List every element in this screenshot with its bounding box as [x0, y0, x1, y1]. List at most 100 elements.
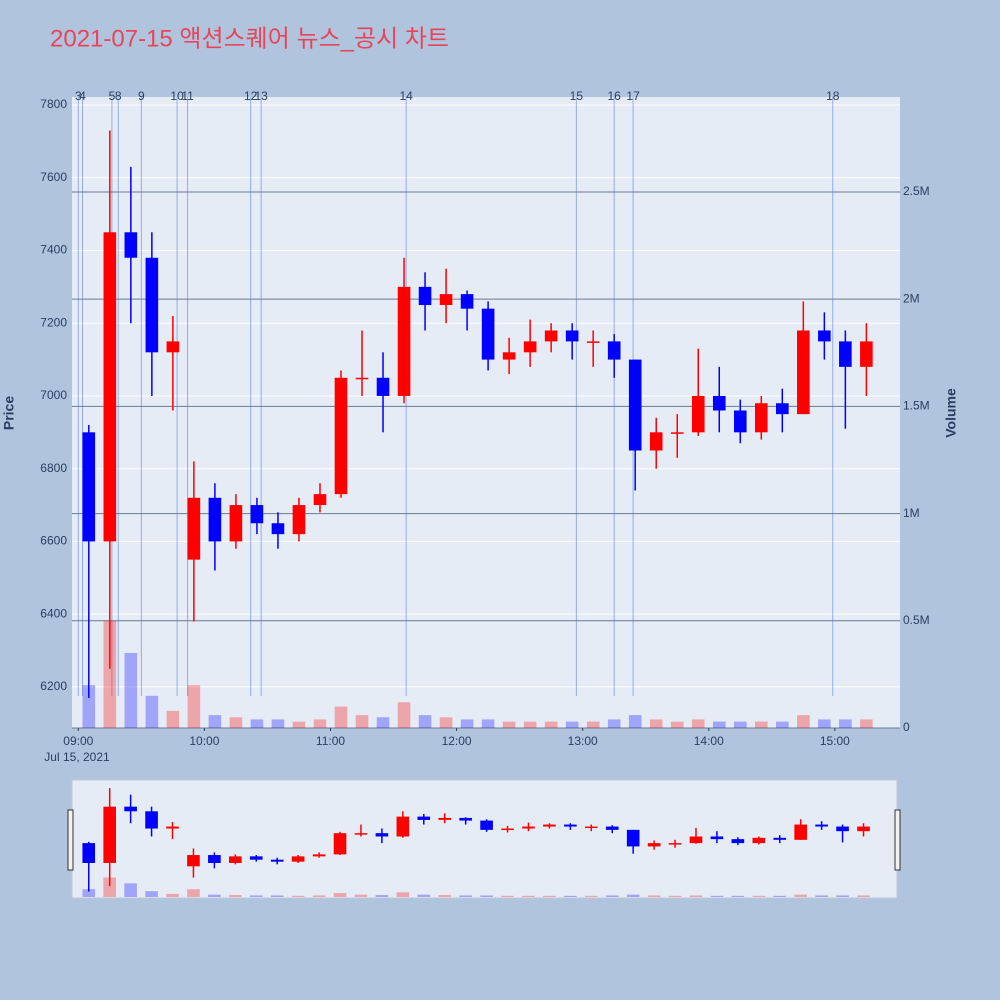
slider-volume-bar: [773, 895, 787, 897]
slider-candle-body: [480, 820, 493, 830]
slider-candle-body: [375, 833, 389, 837]
candle-body: [166, 341, 180, 353]
news-label: 9: [138, 89, 145, 103]
y-tick-label: 7800: [40, 97, 67, 111]
volume-bar: [712, 721, 726, 728]
volume-bar: [818, 719, 831, 728]
candle-body: [124, 232, 138, 258]
volume-bar: [649, 719, 663, 728]
slider-handle-left[interactable]: [67, 809, 74, 871]
chart-title: 2021-07-15 액션스퀘어 뉴스_공시 차트: [50, 25, 449, 52]
slider-volume-bar: [291, 895, 305, 897]
news-label: 12: [244, 89, 258, 103]
range-slider[interactable]: [71, 779, 898, 899]
candle-body: [670, 432, 684, 434]
volume-bar: [229, 717, 243, 728]
slider-volume-bar: [270, 895, 284, 897]
slider-volume-bar: [82, 889, 96, 897]
candle-body: [797, 330, 810, 415]
slider-candle-body: [124, 806, 137, 812]
slider-volume-bar: [815, 895, 828, 897]
volume-bar: [313, 719, 327, 728]
candle-body: [818, 330, 831, 342]
slider-candle-body: [82, 843, 96, 863]
news-label: 8: [115, 89, 122, 103]
slider-volume-bar: [522, 895, 535, 897]
x-tick-label: 11:00: [316, 734, 345, 748]
slider-volume-bar: [480, 895, 493, 897]
candle-body: [691, 395, 705, 433]
y-tick-label: 6800: [40, 461, 67, 475]
slider-volume-bar: [605, 895, 619, 897]
slider-volume-bar: [103, 877, 116, 897]
candle-body: [776, 403, 789, 415]
volume-bar: [797, 715, 810, 728]
volume-bar: [776, 721, 789, 728]
slider-candle-body: [501, 828, 514, 831]
volume-bar: [460, 719, 474, 728]
slider-volume-bar: [543, 895, 556, 897]
slider-candle-body: [689, 836, 703, 844]
candle-body: [334, 377, 348, 495]
slider-volume-bar: [459, 895, 472, 897]
candle-body: [376, 377, 390, 396]
slider-candle-body: [249, 856, 263, 860]
slider-candle-body: [710, 836, 724, 840]
news-label: 5: [109, 89, 116, 103]
candle-body: [313, 494, 327, 506]
volume-bar: [82, 685, 96, 728]
volume-bar: [860, 719, 873, 728]
volume-bar: [355, 715, 369, 728]
candle-body: [292, 505, 306, 535]
y-tick-label: 7000: [40, 388, 67, 402]
volume-bar: [271, 719, 285, 728]
candle-body: [439, 294, 453, 306]
slider-volume-bar: [166, 893, 179, 897]
x-tick-label: 13:00: [568, 734, 598, 748]
candle-body: [649, 432, 663, 451]
news-label: 14: [399, 89, 413, 103]
slider-handle-right[interactable]: [894, 809, 901, 871]
x-tick-label: 09:00: [63, 734, 93, 748]
news-label: 15: [570, 89, 584, 103]
slider-candle-body: [438, 817, 452, 820]
candle-body: [103, 232, 117, 542]
candle-body: [271, 523, 285, 535]
volume-bar: [607, 719, 621, 728]
slider-candle-body: [773, 837, 787, 840]
candle-body: [544, 330, 558, 342]
slider-volume-bar: [752, 895, 766, 897]
slider-candle-body: [836, 826, 849, 832]
news-label: 17: [626, 89, 640, 103]
candle-body: [733, 410, 747, 433]
slider-volume-bar: [438, 895, 452, 897]
volume-bar: [544, 721, 558, 728]
y-tick-label: 6400: [40, 606, 67, 620]
y2-tick-label: 2.5M: [903, 184, 930, 198]
slider-volume-bar: [836, 895, 849, 897]
y-tick-label: 6600: [40, 534, 67, 548]
candle-body: [82, 432, 96, 542]
slider-candle-body: [312, 854, 326, 857]
y2-axis-title: Volume: [943, 388, 959, 438]
slider-candle-body: [626, 829, 640, 847]
volume-bar: [691, 719, 705, 728]
slider-volume-bar: [857, 895, 870, 897]
slider-candle-body: [605, 826, 619, 830]
candle-body: [754, 403, 768, 433]
slider-candle-body: [187, 855, 200, 867]
y-tick-label: 7600: [40, 170, 67, 184]
candle-body: [628, 359, 642, 451]
x-date-label: Jul 15, 2021: [44, 750, 110, 764]
volume-bar: [502, 721, 516, 728]
volume-bar: [586, 721, 600, 728]
slider-candle-body: [857, 826, 870, 832]
y-axis-title: Price: [1, 396, 17, 430]
volume-bar: [166, 710, 180, 728]
candle-body: [355, 377, 369, 380]
slider-candle-body: [731, 839, 745, 844]
volume-bar: [839, 719, 852, 728]
slider-candle-body: [229, 856, 242, 863]
news-label: 10: [170, 89, 184, 103]
